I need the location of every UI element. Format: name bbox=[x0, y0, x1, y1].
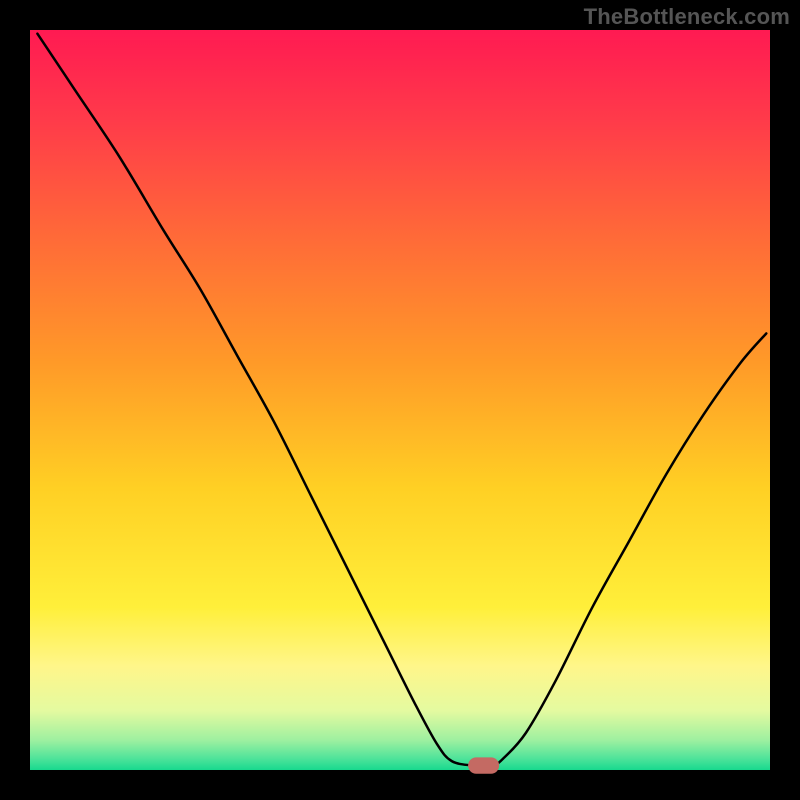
plot-background bbox=[30, 30, 770, 770]
watermark-text: TheBottleneck.com bbox=[584, 4, 790, 30]
chart-svg bbox=[0, 0, 800, 800]
chart-stage: TheBottleneck.com bbox=[0, 0, 800, 800]
optimal-marker bbox=[468, 757, 499, 773]
